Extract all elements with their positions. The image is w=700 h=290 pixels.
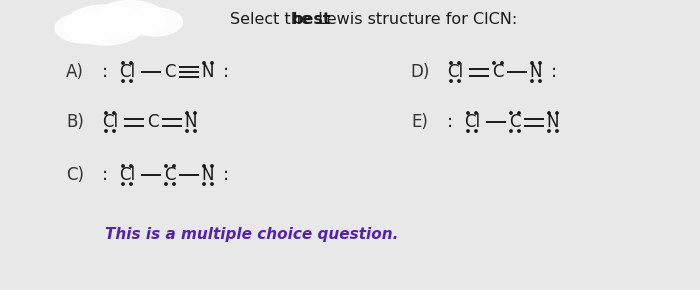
Text: N: N [530,63,542,81]
Text: N: N [547,113,559,131]
Text: A): A) [66,63,84,81]
Circle shape [194,112,196,114]
Text: N: N [202,166,214,184]
Circle shape [531,80,533,82]
Circle shape [203,183,205,185]
Ellipse shape [55,13,115,43]
Circle shape [105,112,107,114]
Circle shape [186,112,188,114]
Circle shape [539,80,541,82]
Circle shape [203,165,205,167]
Ellipse shape [65,5,145,45]
Circle shape [122,183,124,185]
Circle shape [122,165,124,167]
Circle shape [113,112,116,114]
Circle shape [510,130,512,132]
Text: E): E) [412,113,428,131]
Circle shape [164,165,167,167]
Circle shape [458,80,460,82]
Text: C: C [164,166,176,184]
Circle shape [211,62,214,64]
Text: :: : [102,63,108,81]
Circle shape [548,130,550,132]
Circle shape [211,165,214,167]
Text: :: : [447,113,453,131]
Text: C: C [510,113,521,131]
Text: N: N [185,113,197,131]
Circle shape [450,62,452,64]
Text: C: C [164,63,176,81]
Text: :: : [551,63,557,81]
Text: best: best [292,12,332,28]
Text: :: : [223,166,229,184]
Circle shape [493,62,495,64]
Text: Cl: Cl [447,63,463,81]
Text: C: C [492,63,504,81]
Circle shape [467,130,469,132]
Circle shape [518,130,520,132]
Circle shape [130,80,132,82]
Circle shape [173,165,175,167]
Circle shape [130,62,132,64]
Ellipse shape [95,1,165,35]
Circle shape [194,130,196,132]
Circle shape [531,62,533,64]
Circle shape [539,62,541,64]
Circle shape [500,62,503,64]
Circle shape [510,112,512,114]
Circle shape [450,80,452,82]
Circle shape [475,112,477,114]
Circle shape [211,183,214,185]
Circle shape [105,130,107,132]
Text: :: : [223,63,229,81]
Text: Lewis structure for ClCN:: Lewis structure for ClCN: [313,12,517,28]
Circle shape [130,183,132,185]
Text: Select the: Select the [230,12,316,28]
Circle shape [164,183,167,185]
Text: Cl: Cl [119,63,135,81]
Text: Cl: Cl [102,113,118,131]
Circle shape [203,62,205,64]
Text: Cl: Cl [119,166,135,184]
Circle shape [173,183,175,185]
Text: :: : [102,166,108,184]
Circle shape [186,130,188,132]
Circle shape [467,112,469,114]
Text: C): C) [66,166,84,184]
Circle shape [458,62,460,64]
Text: N: N [202,63,214,81]
Circle shape [122,80,124,82]
Circle shape [475,130,477,132]
Circle shape [518,112,520,114]
Circle shape [122,62,124,64]
Text: C: C [147,113,159,131]
Circle shape [113,130,116,132]
Circle shape [556,112,558,114]
Text: This is a multiple choice question.: This is a multiple choice question. [105,227,398,242]
Text: Cl: Cl [464,113,480,131]
Text: B): B) [66,113,84,131]
Circle shape [130,165,132,167]
Circle shape [548,112,550,114]
Ellipse shape [127,8,183,36]
Circle shape [556,130,558,132]
Text: D): D) [410,63,430,81]
